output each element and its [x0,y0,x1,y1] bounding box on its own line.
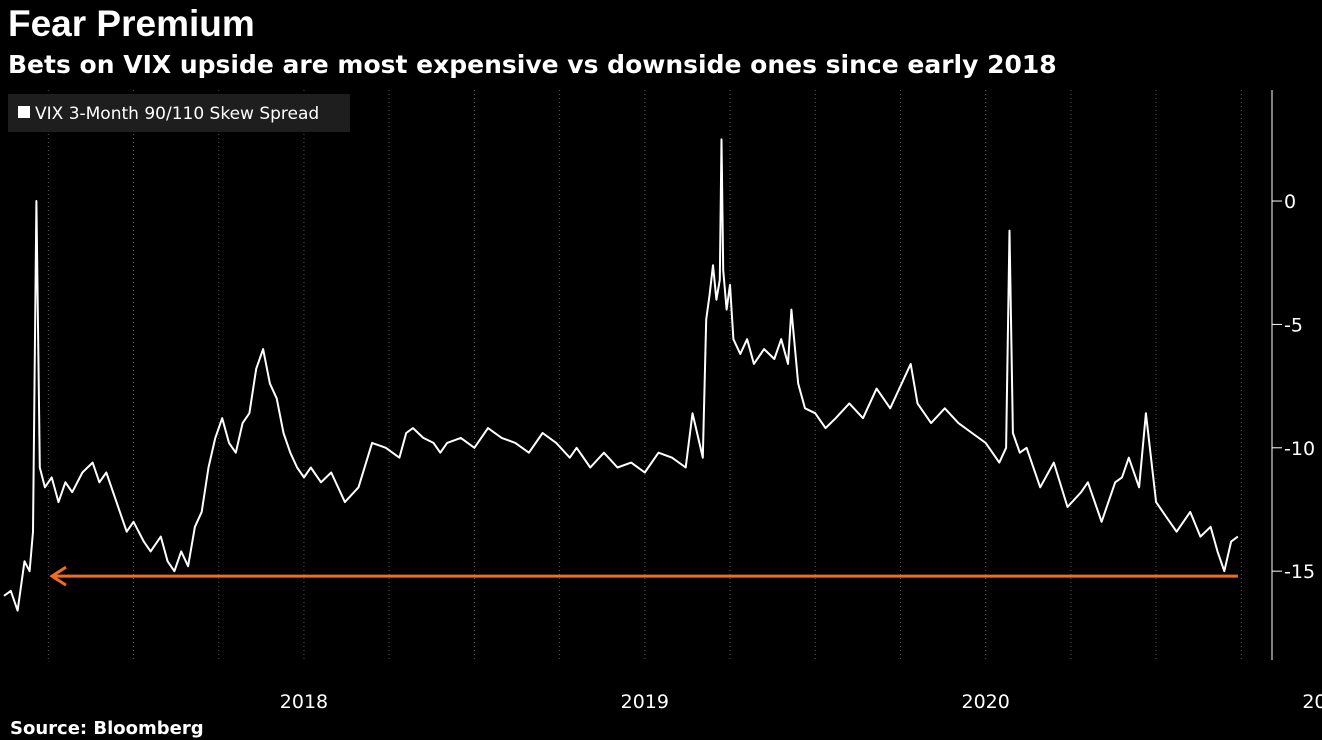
legend-label: VIX 3-Month 90/110 Skew Spread [35,104,319,124]
x-tick-label: 2019 [621,691,669,713]
grid-lines [47,90,1242,660]
reference-arrow [49,565,1238,587]
legend-swatch [18,106,30,118]
series-line-vix-skew-spread [3,138,1239,612]
x-tick-label: 2020 [961,691,1009,713]
x-tick-label: 2018 [280,691,328,713]
legend-background [8,94,350,132]
legend: VIX 3-Month 90/110 Skew Spread [8,94,350,132]
chart-subtitle: Bets on VIX upside are most expensive vs… [8,50,1057,79]
y-axis-ticks: 0 -5 -10 -15 [1272,191,1315,583]
source-note: Source: Bloomberg [10,718,204,739]
chart-title: Fear Premium [8,3,255,44]
x-tick-label: 2021 [1302,691,1322,713]
x-axis-ticks: 2018 2019 2020 2021 [280,691,1322,713]
y-tick-label: -5 [1284,314,1303,336]
y-tick-label: -10 [1284,438,1315,460]
arrow-head [49,565,67,587]
y-tick-label: 0 [1284,191,1296,213]
y-tick-label: -15 [1284,561,1315,583]
